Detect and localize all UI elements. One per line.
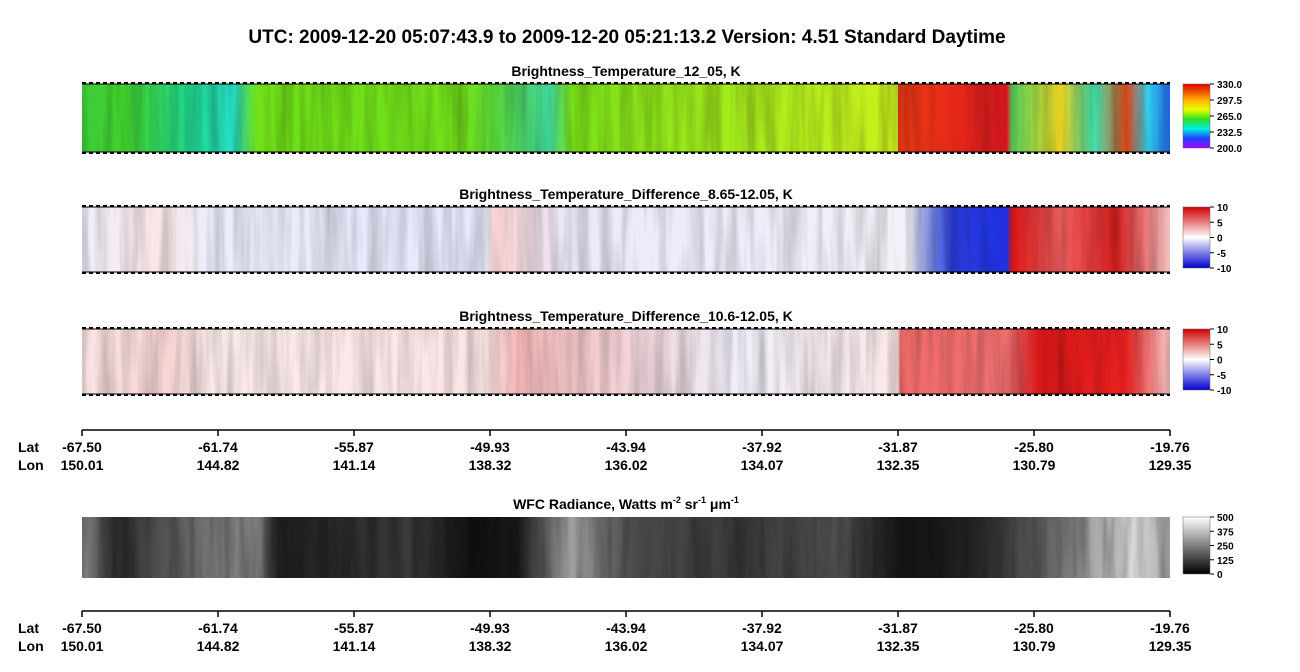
colorbar-tick-label: 297.5 bbox=[1217, 96, 1242, 107]
title-part: μm bbox=[706, 496, 731, 512]
colorbar-tick-label: 330.0 bbox=[1217, 80, 1242, 91]
colorbar-tick-label: -10 bbox=[1217, 264, 1232, 275]
panel-title: Brightness_Temperature_Difference_8.65-1… bbox=[459, 186, 793, 202]
lon-tick-label: 138.32 bbox=[469, 638, 512, 654]
colorbar-tick-label: -10 bbox=[1217, 386, 1232, 397]
lon-tick-label: 144.82 bbox=[197, 457, 240, 473]
lon-tick-label: 136.02 bbox=[605, 457, 648, 473]
lon-tick-label: 141.14 bbox=[333, 638, 376, 654]
lat-tick-label: -67.50 bbox=[62, 620, 102, 636]
lat-tick-label: -49.93 bbox=[470, 620, 510, 636]
lon-tick-label: 132.35 bbox=[877, 457, 920, 473]
colorbar-tick-label: 232.5 bbox=[1217, 128, 1242, 139]
colorbar bbox=[1182, 206, 1211, 269]
panel-title: Brightness_Temperature_Difference_10.6-1… bbox=[459, 308, 793, 324]
colorbar bbox=[1182, 83, 1211, 149]
lat-tick-label: -37.92 bbox=[742, 620, 782, 636]
lon-tick-label: 130.79 bbox=[1013, 638, 1056, 654]
image-texture bbox=[82, 84, 1170, 152]
lon-tick-label: 150.01 bbox=[61, 638, 104, 654]
lon-tick-label: 144.82 bbox=[197, 638, 240, 654]
lat-label: Lat bbox=[18, 620, 39, 636]
lon-tick-label: 136.02 bbox=[605, 638, 648, 654]
image-texture bbox=[82, 517, 1170, 578]
lat-tick-label: -55.87 bbox=[334, 439, 374, 455]
lat-tick-label: -19.76 bbox=[1150, 439, 1190, 455]
colorbar-tick-label: -5 bbox=[1217, 249, 1226, 260]
lon-tick-label: 129.35 bbox=[1149, 638, 1192, 654]
superscript: -1 bbox=[698, 495, 706, 505]
colorbar bbox=[1182, 328, 1211, 391]
main-title: UTC: 2009-12-20 05:07:43.9 to 2009-12-20… bbox=[248, 27, 1005, 48]
lat-label: Lat bbox=[18, 439, 39, 455]
colorbar-tick-label: 125 bbox=[1217, 556, 1234, 567]
superscript: -1 bbox=[731, 495, 739, 505]
colorbar-tick-label: 5 bbox=[1217, 340, 1223, 351]
title-part: WFC Radiance, Watts m bbox=[513, 496, 673, 512]
lat-tick-label: -61.74 bbox=[198, 439, 238, 455]
lat-tick-label: -67.50 bbox=[62, 439, 102, 455]
lat-tick-label: -43.94 bbox=[606, 439, 646, 455]
superscript: -2 bbox=[673, 495, 681, 505]
lat-tick-label: -43.94 bbox=[606, 620, 646, 636]
image-texture bbox=[82, 329, 1170, 394]
panel-title: Brightness_Temperature_12_05, K bbox=[511, 63, 740, 79]
colorbar-tick-label: 5 bbox=[1217, 218, 1223, 229]
panel-title: WFC Radiance, Watts m-2 sr-1 μm-1 bbox=[513, 495, 739, 512]
lat-tick-label: -31.87 bbox=[878, 620, 918, 636]
lon-tick-label: 134.07 bbox=[741, 457, 784, 473]
colorbar-tick-label: -5 bbox=[1217, 371, 1226, 382]
lon-tick-label: 130.79 bbox=[1013, 457, 1056, 473]
lon-tick-label: 132.35 bbox=[877, 638, 920, 654]
colorbar-tick-label: 200.0 bbox=[1217, 144, 1242, 155]
lat-tick-label: -25.80 bbox=[1014, 620, 1054, 636]
lat-tick-label: -55.87 bbox=[334, 620, 374, 636]
lat-tick-label: -49.93 bbox=[470, 439, 510, 455]
lon-label: Lon bbox=[18, 457, 44, 473]
title-part: sr bbox=[681, 496, 699, 512]
lat-tick-label: -19.76 bbox=[1150, 620, 1190, 636]
colorbar-tick-label: 10 bbox=[1217, 203, 1229, 214]
lat-tick-label: -31.87 bbox=[878, 439, 918, 455]
colorbar-tick-label: 10 bbox=[1217, 325, 1229, 336]
colorbar bbox=[1182, 516, 1211, 575]
lon-tick-label: 141.14 bbox=[333, 457, 376, 473]
lat-tick-label: -61.74 bbox=[198, 620, 238, 636]
colorbar-tick-label: 250 bbox=[1217, 542, 1234, 553]
colorbar-tick-label: 265.0 bbox=[1217, 112, 1242, 123]
lon-tick-label: 134.07 bbox=[741, 638, 784, 654]
colorbar-tick-label: 0 bbox=[1217, 356, 1223, 367]
colorbar-tick-label: 500 bbox=[1217, 513, 1234, 524]
lat-tick-label: -37.92 bbox=[742, 439, 782, 455]
colorbar-tick-label: 375 bbox=[1217, 527, 1234, 538]
lat-tick-label: -25.80 bbox=[1014, 439, 1054, 455]
lon-tick-label: 150.01 bbox=[61, 457, 104, 473]
lon-label: Lon bbox=[18, 638, 44, 654]
lon-tick-label: 129.35 bbox=[1149, 457, 1192, 473]
colorbar-tick-label: 0 bbox=[1217, 570, 1223, 581]
image-texture bbox=[82, 207, 1170, 272]
colorbar-tick-label: 0 bbox=[1217, 234, 1223, 245]
lon-tick-label: 138.32 bbox=[469, 457, 512, 473]
